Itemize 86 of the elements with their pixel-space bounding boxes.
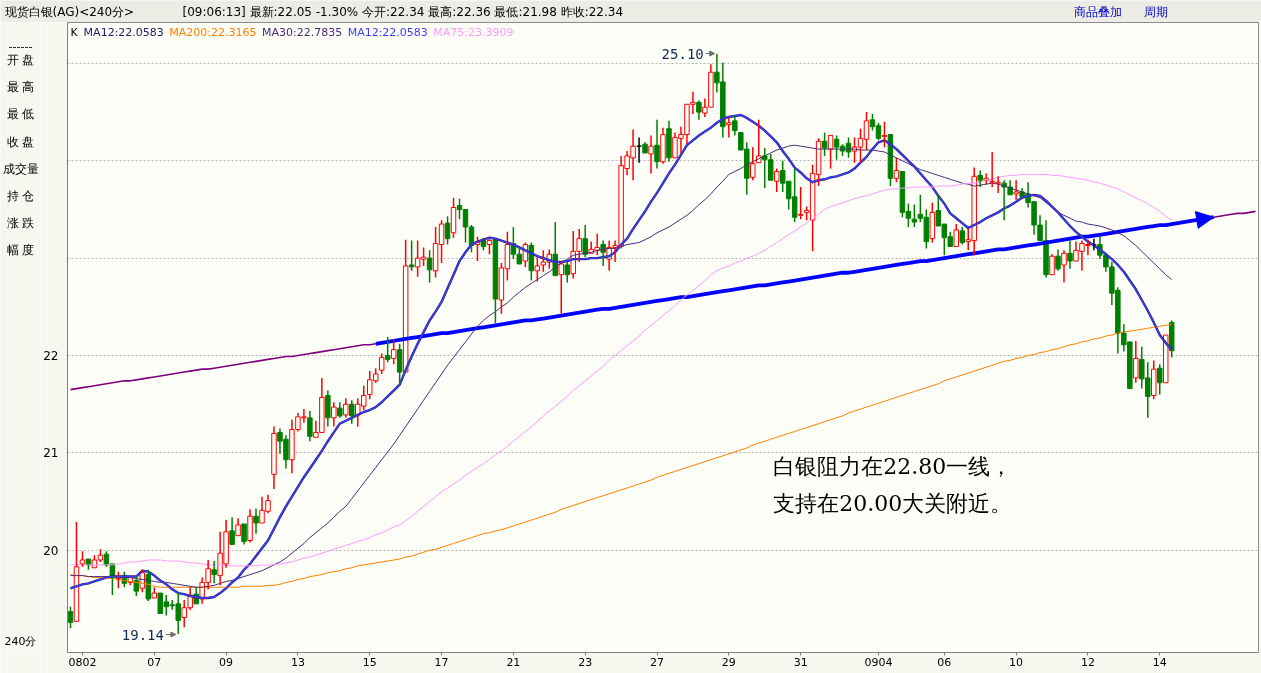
candlestick (564, 261, 570, 284)
x-tick-label: 31 (793, 655, 808, 669)
candlestick (253, 507, 259, 535)
candlestick (1013, 179, 1019, 201)
text: 幅 度 (6, 242, 35, 257)
text: MA12:22.0583 (347, 26, 428, 39)
candlestick (384, 336, 391, 364)
x-tick-label: 12 (1080, 655, 1095, 669)
text: 收 盘 (6, 134, 35, 149)
candlestick (1151, 359, 1157, 401)
candlestick (229, 516, 235, 545)
candlestick (426, 249, 433, 284)
x-tick-label: 0802 (68, 655, 97, 669)
annotation: 25.10 (661, 45, 704, 62)
x-tick-label: 07 (147, 655, 162, 669)
candlestick (1061, 249, 1067, 284)
candlestick (666, 120, 672, 163)
text: ------ (8, 39, 33, 53)
x-tick-label: 17 (434, 655, 449, 669)
x-tick-label: 06 (937, 655, 952, 669)
y-tick-label: 22 (43, 349, 59, 364)
candlestick (492, 239, 499, 325)
text: 开 盘 (6, 53, 35, 68)
text: 持 仓 (6, 188, 35, 203)
candlestick (325, 389, 331, 428)
candlestick (911, 203, 918, 228)
chart-subtitle: [09:06:13] 最新:22.05 -1.30% 今开:22.34 最高:22.36 最低:21.98 昨收:22.34 (182, 4, 624, 19)
candlestick (732, 115, 738, 137)
x-tick-label: 0904 (864, 655, 893, 669)
chart-title: 现货白银(AG)<240分> (4, 4, 135, 19)
text: 最 低 (6, 107, 35, 122)
candlestick (241, 523, 247, 546)
x-tick-label: 27 (650, 655, 665, 669)
text: 商品叠加 (1073, 4, 1122, 19)
text: 最 高 (6, 80, 35, 95)
text: 周期 (1143, 4, 1168, 19)
candlestick (402, 238, 409, 373)
candlestick (797, 186, 804, 220)
text: 240分 (4, 635, 37, 649)
candlestick (1055, 248, 1061, 272)
candlestick (343, 397, 349, 419)
y-tick-label: 21 (43, 446, 59, 461)
candlestick (1133, 340, 1139, 384)
candlestick (977, 169, 983, 188)
y-tick-label: 20 (43, 543, 59, 558)
candlestick (1067, 239, 1073, 270)
x-tick-label: 29 (721, 655, 736, 669)
candlestick (654, 119, 660, 170)
x-tick-label: 23 (578, 655, 593, 669)
candlestick (349, 399, 355, 425)
candlestick (271, 425, 277, 490)
text: MA200:22.3165 (169, 26, 257, 39)
legend-title: K (70, 26, 79, 39)
candlestick (642, 141, 648, 154)
candlestick (660, 126, 666, 165)
x-tick-label: 21 (506, 655, 521, 669)
candlestick (558, 260, 564, 315)
candlestick (726, 116, 732, 139)
annotation: 白银阻力在22.80一线， (773, 454, 1013, 479)
x-tick-label: 13 (290, 655, 305, 669)
x-tick-label: 15 (362, 655, 377, 669)
candlestick (959, 226, 965, 246)
text: MA75:23.3909 (433, 26, 514, 39)
candlestick (696, 99, 702, 121)
x-tick-label: 10 (1009, 655, 1024, 669)
candlestick (408, 239, 415, 272)
text: MA30:22.7835 (261, 26, 343, 39)
candlestick (235, 517, 241, 537)
candlestick (307, 410, 313, 442)
candlestick (750, 146, 756, 181)
candlestick (247, 508, 253, 544)
candlestick (1049, 253, 1055, 276)
candlestick (648, 134, 654, 175)
candlestick (1162, 334, 1169, 384)
candlestick (337, 401, 343, 419)
text: 涨 跌 (6, 215, 35, 230)
text: 成交量 (2, 161, 39, 176)
annotation: 支持在20.00大关附近。 (773, 491, 1013, 516)
x-tick-label: 14 (1152, 655, 1167, 669)
candlestick (331, 401, 337, 428)
x-tick-label: 09 (219, 655, 234, 669)
text: MA12:22.0583 (83, 26, 164, 39)
candlestick (582, 224, 588, 258)
annotation: 19.14 (121, 626, 164, 643)
candlestick (211, 560, 217, 585)
candlestick (881, 121, 888, 148)
